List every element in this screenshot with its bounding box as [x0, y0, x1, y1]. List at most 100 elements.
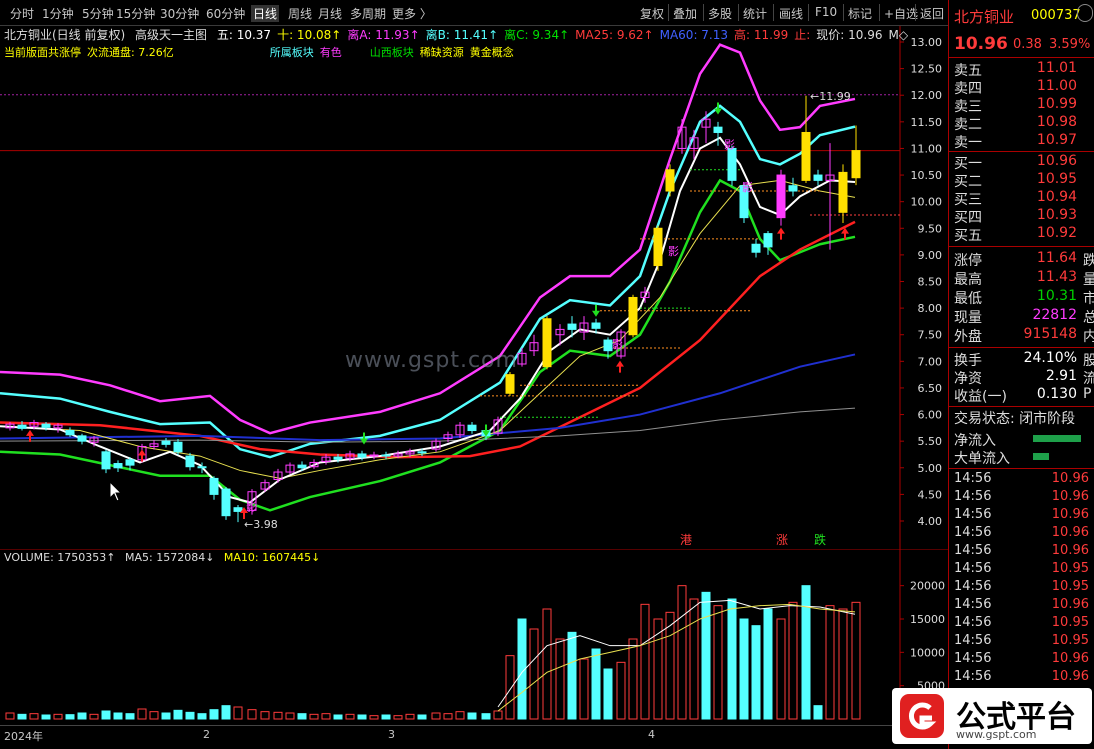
tick-time: 14:56 — [954, 507, 992, 522]
volume-bar — [739, 618, 749, 720]
period-tab-2[interactable]: 5分钟 — [82, 7, 114, 21]
period-tab-1[interactable]: 1分钟 — [42, 7, 74, 21]
period-tab-6[interactable]: 日线 — [251, 5, 280, 22]
toolbar-divider — [738, 4, 739, 21]
stat-row: 换手 24.10% 股 — [949, 350, 1094, 369]
volume-bar — [727, 598, 737, 720]
candle — [53, 423, 63, 433]
volume-bar — [591, 648, 601, 720]
toolbar-divider — [915, 4, 916, 21]
candle — [381, 451, 391, 460]
volume-bar — [677, 585, 687, 720]
volume-bar — [357, 714, 367, 720]
toolbar-button-7[interactable]: +自选 — [884, 7, 919, 21]
tick-time: 14:56 — [954, 651, 992, 666]
volume-bar — [273, 711, 283, 720]
stat-value: 22812 — [1032, 307, 1077, 323]
price-label: 4.50 — [918, 488, 943, 501]
candle-body — [493, 419, 503, 434]
param-6: MA60: 7.13 — [659, 28, 729, 42]
li-b-line — [0, 104, 856, 459]
param-1: 十: 10.08↑ — [277, 28, 342, 42]
stat-value: 2.91 — [1045, 368, 1077, 384]
candle-body — [851, 150, 861, 179]
tick-time: 14:56 — [954, 561, 992, 576]
ask-row: 卖四 11.00 — [949, 78, 1094, 97]
toolbar-button-4[interactable]: 画线 — [779, 7, 804, 21]
tick-row: 14:56 10.96 — [949, 651, 1094, 669]
period-tab-0[interactable]: 分时 — [10, 7, 35, 21]
tick-time: 14:56 — [954, 525, 992, 540]
candle-body — [579, 322, 589, 333]
volume-bar — [701, 591, 711, 720]
toolbar-divider — [668, 4, 669, 21]
bid-label: 买四 — [954, 210, 982, 226]
period-tab-7[interactable]: 周线 — [288, 7, 313, 21]
period-tab-9[interactable]: 多周期 — [350, 7, 387, 21]
buy-arrow-icon — [26, 429, 34, 442]
toolbar-button-2[interactable]: 多股 — [708, 7, 733, 21]
volume-bar — [628, 638, 638, 720]
candle — [29, 419, 39, 430]
toolbar-button-8[interactable]: 返回 — [920, 7, 945, 21]
candle — [369, 451, 379, 460]
candle — [333, 453, 343, 463]
period-tab-5[interactable]: 60分钟 — [206, 7, 246, 21]
volume-bar — [161, 712, 171, 720]
tick-price: 10.96 — [1051, 525, 1089, 540]
stat-extra: 内 — [1083, 326, 1094, 346]
period-tab-4[interactable]: 30分钟 — [160, 7, 200, 21]
sector-tag-0: 当前版面共涨停 — [4, 46, 81, 59]
bid-price: 10.94 — [1036, 189, 1077, 205]
candle — [77, 433, 87, 445]
date-label: 2024年 — [4, 730, 43, 743]
volume-panel[interactable]: 20000 15000 10000 5000 VOLUME: 1750353↑ MA5… — [0, 549, 948, 725]
formula-name[interactable]: 高级天一主图 — [135, 28, 208, 42]
candle-body — [209, 477, 219, 495]
tick-price: 10.96 — [1051, 651, 1089, 666]
buy-arrow-icon — [240, 507, 248, 520]
volume-header: VOLUME: 1750353↑ MA5: 1572084↓ MA10: 160… — [4, 551, 320, 564]
candle — [247, 489, 257, 515]
toolbar-button-5[interactable]: F10 — [815, 5, 838, 19]
volume-bar — [481, 713, 491, 720]
toolbar-button-1[interactable]: 叠加 — [673, 7, 698, 21]
volume-bar — [345, 713, 355, 720]
volume-bar — [89, 713, 99, 720]
candle — [665, 164, 675, 197]
period-tab-3[interactable]: 15分钟 — [116, 7, 156, 21]
volume-bar — [443, 713, 453, 720]
toolbar-button-0[interactable]: 复权 — [640, 7, 665, 21]
candle-body — [221, 488, 231, 517]
volume-bar — [260, 711, 270, 720]
toolbar-divider — [879, 4, 880, 21]
candle-body — [653, 227, 663, 267]
price-label: 11.50 — [911, 116, 943, 129]
bid-row: 买五 10.92 — [949, 225, 1094, 244]
tick-price: 10.96 — [1051, 543, 1089, 558]
candle — [825, 143, 835, 250]
trade-state: 交易状态: 闭市阶段 — [954, 411, 1076, 427]
volume-ma10-line — [497, 603, 856, 712]
toolbar-button-6[interactable]: 标记 — [848, 7, 873, 21]
period-tab-8[interactable]: 月线 — [318, 7, 343, 21]
sector-tag-1: 次流通盘: 7.26亿 — [87, 46, 174, 59]
bid-price: 10.96 — [1036, 153, 1077, 169]
candle-body — [591, 322, 601, 329]
volume-bar — [233, 706, 243, 720]
candle-body — [751, 243, 761, 253]
toolbar-button-3[interactable]: 统计 — [743, 7, 768, 21]
candle — [851, 125, 861, 186]
candle-body — [801, 131, 811, 181]
candle — [555, 324, 565, 346]
stock-name: 北方铜业 — [954, 8, 1015, 26]
period-tab-10[interactable]: 更多 〉 — [392, 7, 432, 21]
bid-label: 买三 — [954, 192, 982, 208]
candle-body — [53, 424, 63, 429]
candle — [297, 461, 307, 471]
tick-time: 14:56 — [954, 471, 992, 486]
volume-bar — [653, 618, 663, 720]
close-icon[interactable] — [1077, 4, 1093, 22]
kline-chart[interactable]: 13.00 12.50 12.00 11.50 11.00 10.50 10.00 9.50 9… — [0, 26, 948, 549]
